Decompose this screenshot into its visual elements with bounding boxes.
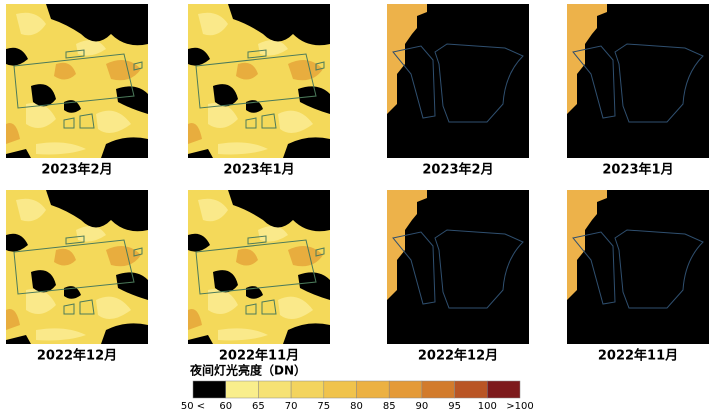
legend-swatch [225,380,259,399]
map-caption: 2023年1月 [602,162,673,178]
light-map [6,190,148,344]
legend-swatch [323,380,357,399]
map-panels: 2023年2月 2023年1月 2023年2月 2023年1月 2022年12月 2022… [6,4,709,364]
map-caption: 2022年12月 [37,348,117,364]
legend-swatch [421,380,455,399]
map-caption: 2022年12月 [418,348,498,364]
light-map [6,4,148,158]
legend-label: 90 [416,401,429,412]
map-caption: 2022年11月 [598,348,678,364]
light-map [188,4,330,158]
legend-swatch [487,380,521,399]
legend-swatch [258,380,292,399]
legend-swatch [290,380,325,399]
legend-label: 70 [285,401,298,412]
legend-label: 85 [383,401,396,412]
legend-swatch [388,380,423,399]
legend-label: 100 [478,401,497,412]
dark-map [387,4,529,158]
map-caption: 2023年2月 [422,162,493,178]
legend-label: >100 [506,401,533,412]
legend-label: 65 [252,401,265,412]
legend-label: 50 < [181,401,205,412]
dark-map [567,190,709,344]
legend-label: 80 [350,401,363,412]
legend-label: 95 [448,401,461,412]
dark-map [387,190,529,344]
legend-swatch [356,380,390,399]
legend: 50 < 60 65 70 75 80 85 90 95 100 >100 [181,380,534,412]
legend-label: 75 [317,401,330,412]
dark-map [567,4,709,158]
legend-title: 夜间灯光亮度（DN） [189,363,306,378]
legend-swatch [192,380,226,399]
legend-swatch [454,380,488,399]
map-caption: 2022年11月 [219,348,299,364]
map-caption: 2023年2月 [41,162,112,178]
legend-label: 60 [219,401,232,412]
map-caption: 2023年1月 [223,162,294,178]
light-map [188,190,330,344]
